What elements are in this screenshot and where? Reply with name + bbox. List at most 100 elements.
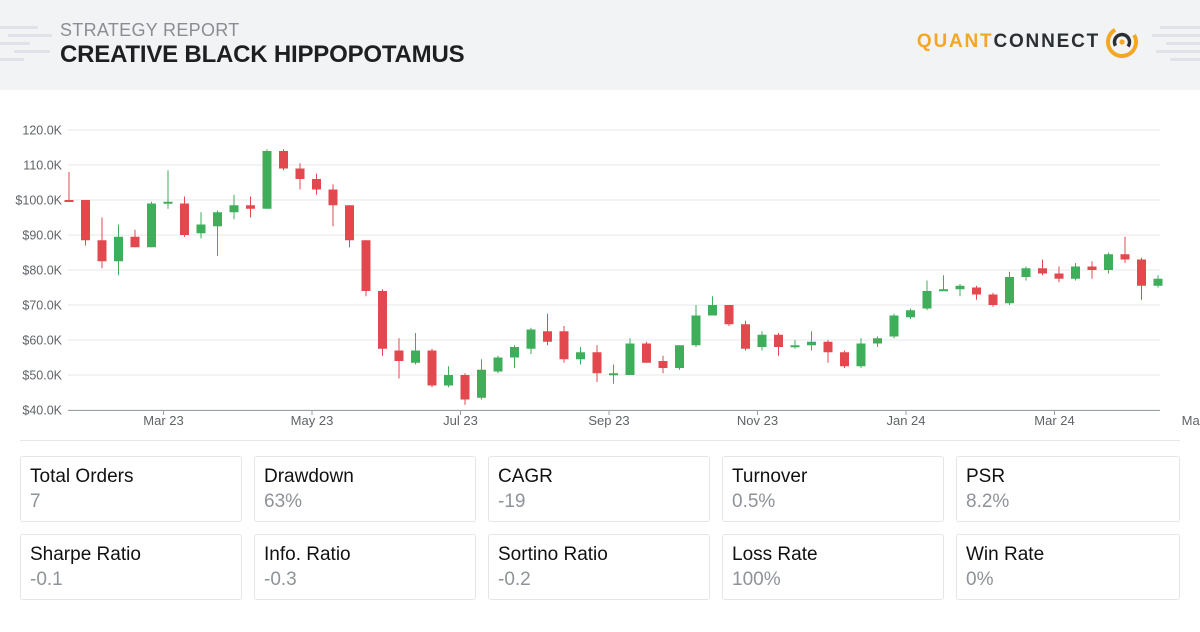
candle-body-down xyxy=(378,291,387,349)
candle-body-up xyxy=(1104,254,1113,270)
y-tick-label: $40.0K xyxy=(22,404,62,418)
candle-body-up xyxy=(691,315,701,346)
candle-body-down xyxy=(130,236,140,248)
candle-body-up xyxy=(493,357,503,372)
candle-body-up xyxy=(147,203,156,248)
candle-body-down xyxy=(345,205,354,241)
candle-body-down xyxy=(81,200,90,241)
report-subtitle: STRATEGY REPORT xyxy=(60,20,240,40)
candle-body-down xyxy=(394,350,404,361)
x-tick-label: Mar 24 xyxy=(1034,413,1074,428)
stat-card-loss-rate: Loss Rate 100% xyxy=(722,534,944,600)
candle-body-up xyxy=(1005,277,1014,304)
candle-body-up xyxy=(790,345,800,348)
candle-body-down xyxy=(180,203,189,235)
chart-divider xyxy=(20,440,1180,441)
candle-body-up xyxy=(955,285,965,290)
x-tick-label: Sep 23 xyxy=(588,413,629,428)
candle-body-up xyxy=(1021,268,1031,277)
candle-body-up xyxy=(477,369,486,398)
equity-candlestick-chart: $40.0K $50.0K $60.0K $70.0K $80.0K $90.0K $100… xyxy=(0,110,1200,440)
candle-body-up xyxy=(196,224,206,234)
stat-card-total-orders: Total Orders 7 xyxy=(20,456,242,522)
stat-card-info-ratio: Info. Ratio -0.3 xyxy=(254,534,476,600)
candle-body-down xyxy=(312,179,321,190)
stat-card-cagr: CAGR -19 xyxy=(488,456,710,522)
candle-body-down xyxy=(724,305,734,325)
header-decoration-left xyxy=(0,22,60,72)
candle-body-down xyxy=(988,294,998,305)
y-tick-label: $100.0K xyxy=(15,194,62,208)
candle-body-up xyxy=(922,291,932,309)
candle-body-down xyxy=(460,375,470,400)
candle-body-down xyxy=(823,341,833,353)
candle-body-down xyxy=(1137,259,1146,286)
candle-body-up xyxy=(889,315,899,337)
stat-label: Win Rate xyxy=(966,544,1045,565)
stat-value: 63% xyxy=(264,491,303,512)
stat-card-win-rate: Win Rate 0% xyxy=(956,534,1180,600)
y-tick-label: $60.0K xyxy=(22,334,62,348)
candle-body-up xyxy=(939,289,948,292)
candle-body-up xyxy=(906,310,915,318)
x-tick-label: May 23 xyxy=(291,413,334,428)
candle-body-up xyxy=(757,334,767,347)
candle-body-down xyxy=(1054,273,1064,279)
header-decoration-right xyxy=(1150,22,1200,72)
report-header: STRATEGY REPORT CREATIVE BLACK HIPPOPOTA… xyxy=(0,0,1200,90)
candle-body-down xyxy=(972,287,981,295)
stat-card-sortino-ratio: Sortino Ratio -0.2 xyxy=(488,534,710,600)
candle-body-up xyxy=(807,341,816,346)
y-tick-label: $80.0K xyxy=(22,264,62,278)
stat-value: -0.2 xyxy=(498,569,531,590)
x-tick-label: Nov 23 xyxy=(737,413,778,428)
stat-label: Loss Rate xyxy=(732,544,818,565)
candle-body-down xyxy=(592,352,602,374)
candle-body-up xyxy=(229,205,239,213)
stat-value: 0% xyxy=(966,569,994,590)
stat-label: PSR xyxy=(966,466,1006,487)
candle-body-down xyxy=(543,331,552,342)
candle-body-down xyxy=(361,240,371,291)
candle-body-down xyxy=(658,361,668,368)
candle-body-down xyxy=(741,324,750,349)
candle-body-down xyxy=(774,334,783,347)
x-tick-label: Mar 23 xyxy=(143,413,183,428)
candle-body-down xyxy=(328,189,338,206)
candle-body-up xyxy=(1071,266,1080,279)
candle-body-up xyxy=(163,201,173,204)
stat-value: 8.2% xyxy=(966,491,1010,512)
candle-body-up xyxy=(856,343,866,367)
y-tick-label: 110.0K xyxy=(23,159,62,173)
stat-card-sharpe-ratio: Sharpe Ratio -0.1 xyxy=(20,534,242,600)
stat-label: Drawdown xyxy=(264,466,354,487)
stat-value: -0.3 xyxy=(264,569,297,590)
x-tick-label: May 24 xyxy=(1182,413,1200,428)
candle-body-down xyxy=(840,352,849,367)
candle-body-down xyxy=(279,151,288,169)
stat-label: CAGR xyxy=(498,466,553,487)
candle-body-up xyxy=(213,212,222,227)
y-tick-label: $90.0K xyxy=(22,229,62,243)
quantconnect-logo: QUANT CONNECT xyxy=(917,22,1140,62)
stat-label: Sortino Ratio xyxy=(498,544,608,565)
stat-label: Total Orders xyxy=(30,466,134,487)
candle-body-up xyxy=(114,236,123,262)
stat-card-psr: PSR 8.2% xyxy=(956,456,1180,522)
candle-body-up xyxy=(262,151,272,209)
candle-body-up xyxy=(411,350,420,363)
stat-value: 7 xyxy=(30,491,41,512)
stat-value: 100% xyxy=(732,569,781,590)
candle-body-down xyxy=(64,200,74,202)
candle-body-up xyxy=(576,352,585,360)
candle-body-up xyxy=(526,329,536,349)
candle-body-up xyxy=(708,305,717,316)
y-tick-label: $50.0K xyxy=(22,369,62,383)
x-tick-label: Jul 23 xyxy=(443,413,478,428)
candle-body-down xyxy=(642,343,651,363)
report-title: CREATIVE BLACK HIPPOPOTAMUS xyxy=(60,41,465,68)
candle-body-up xyxy=(444,375,453,386)
stat-value: 0.5% xyxy=(732,491,776,512)
candle-body-down xyxy=(1087,266,1097,270)
candle-body-up xyxy=(609,373,618,376)
